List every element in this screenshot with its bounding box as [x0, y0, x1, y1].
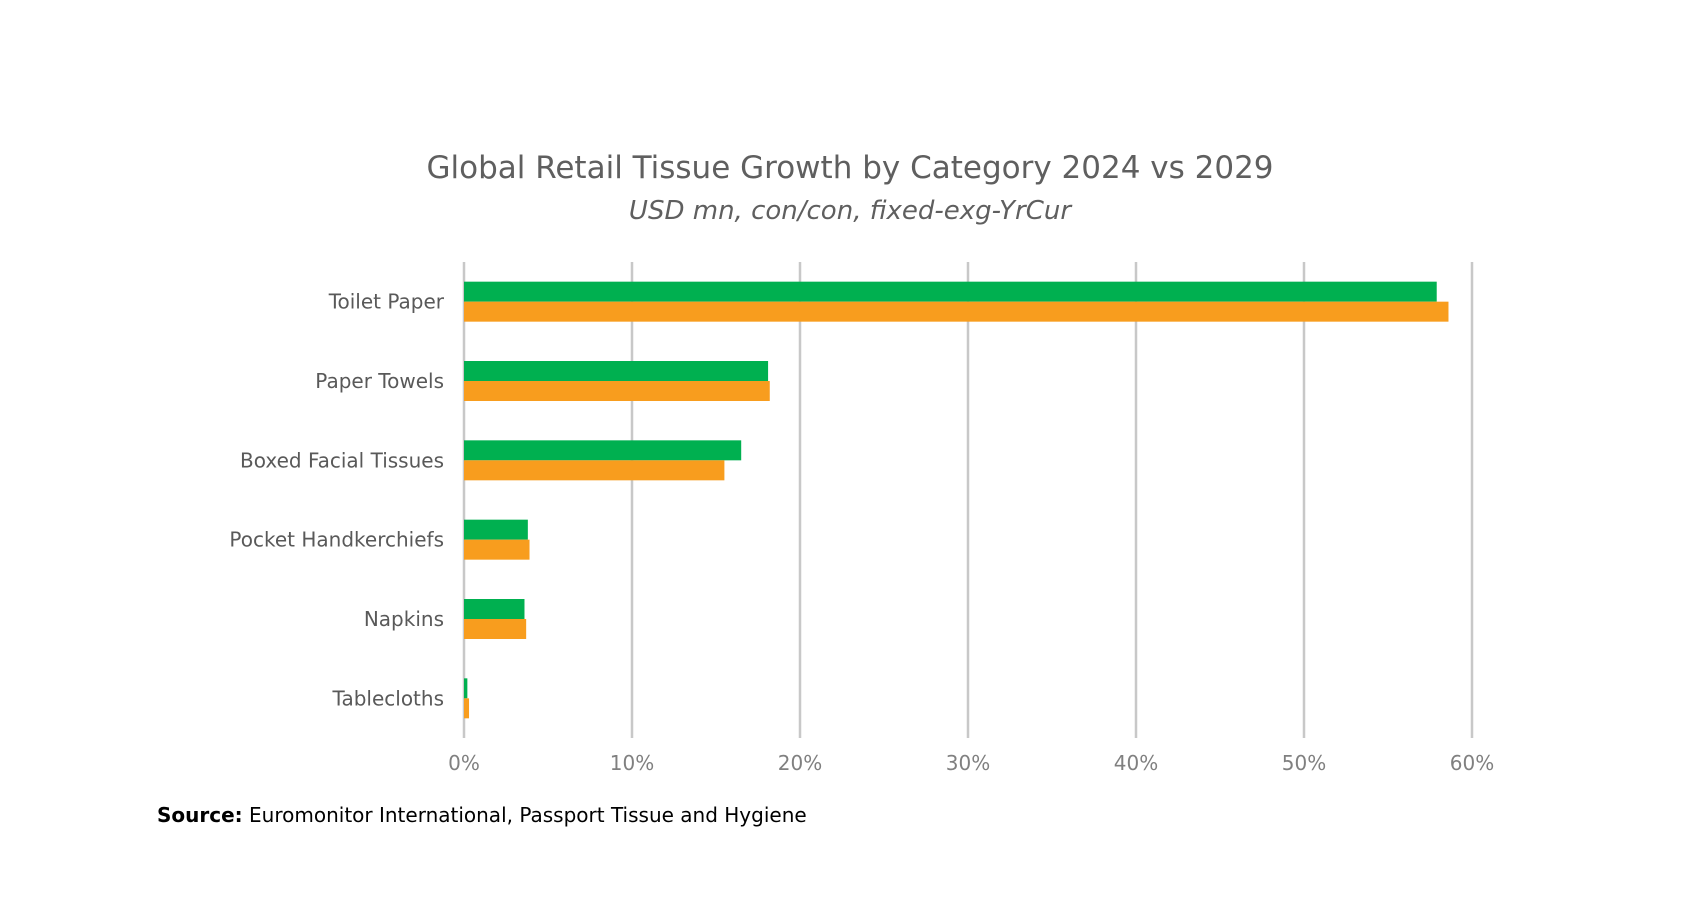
source-label: Source:: [157, 803, 243, 827]
x-tick-label: 40%: [1114, 751, 1158, 775]
x-tick-label: 20%: [778, 751, 822, 775]
category-label: Paper Towels: [315, 369, 444, 393]
x-tick-label: 0%: [448, 751, 480, 775]
source-text: Euromonitor International, Passport Tiss…: [249, 803, 807, 827]
x-axis-tick-labels: 0% 10% 20% 30% 40% 50% 60%: [448, 751, 1494, 775]
x-tick-label: 60%: [1450, 751, 1494, 775]
category-labels: Toilet Paper Paper Towels Boxed Facial Tis…: [229, 290, 444, 711]
bar-orange-boxed-facial-tissues: [464, 460, 725, 481]
bar-green-tablecloths: [464, 678, 468, 699]
chart-subtitle: USD mn, con/con, fixed-exg-YrCur: [628, 196, 1072, 226]
grid-layer: [462, 262, 1474, 738]
x-tick-label: 50%: [1282, 751, 1326, 775]
chart-title: Global Retail Tissue Growth by Category …: [426, 150, 1274, 186]
category-label: Napkins: [364, 607, 444, 631]
category-label: Toilet Paper: [328, 290, 445, 314]
bar-green-pocket-handkerchiefs: [464, 519, 528, 540]
category-label: Tablecloths: [332, 686, 444, 710]
x-tick-label: 30%: [946, 751, 990, 775]
bar-green-toilet-paper: [464, 281, 1437, 302]
bar-orange-toilet-paper: [464, 301, 1449, 322]
category-label: Pocket Handkerchiefs: [229, 528, 444, 552]
bar-orange-paper-towels: [464, 381, 770, 401]
bar-orange-napkins: [464, 619, 527, 639]
bar-orange-tablecloths: [464, 698, 470, 719]
bar-green-napkins: [464, 599, 525, 619]
category-label: Boxed Facial Tissues: [240, 448, 444, 472]
x-tick-label: 10%: [610, 751, 654, 775]
bar-orange-pocket-handkerchiefs: [464, 539, 530, 560]
bar-green-paper-towels: [464, 361, 769, 381]
source-note: Source: Euromonitor International, Passp…: [157, 803, 807, 827]
bar-green-boxed-facial-tissues: [464, 440, 742, 461]
bar-layer: [464, 281, 1449, 719]
